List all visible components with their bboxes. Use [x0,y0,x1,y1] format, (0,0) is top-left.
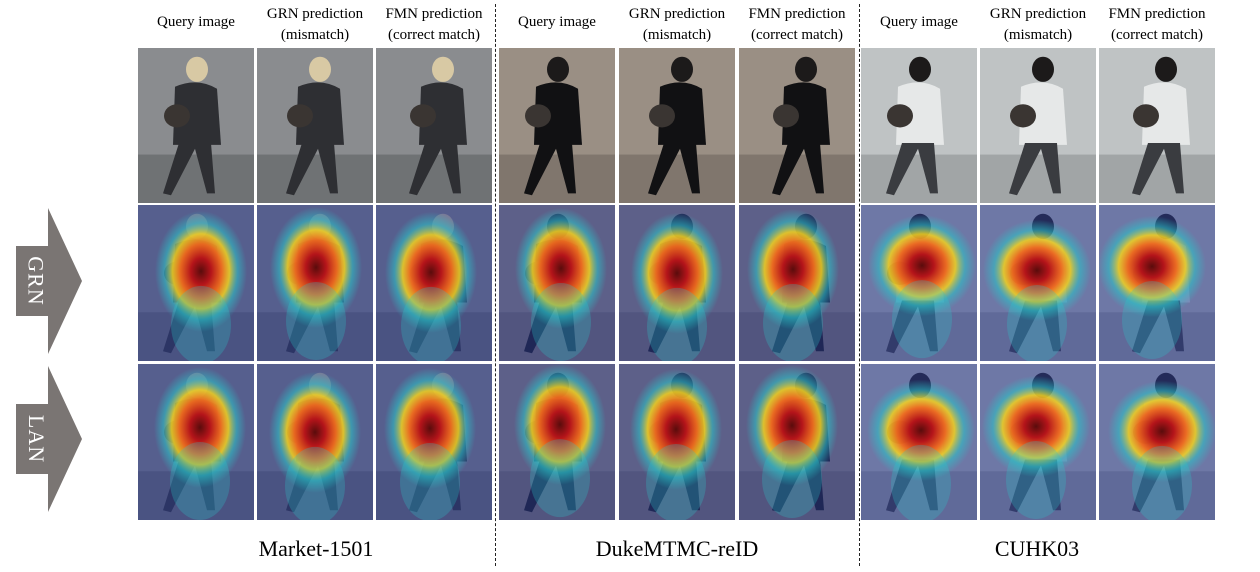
person-image [619,48,735,203]
column-header: Query image [137,12,255,33]
row-label-text: GRN [24,256,50,306]
person-image [376,48,492,203]
person-image [739,48,855,203]
column-header-line: (mismatch) [280,27,350,43]
column-header-line: (correct match) [1110,27,1204,43]
attention-heatmap [376,364,492,520]
column-header-line: (correct match) [387,27,481,43]
attention-heatmap [376,205,492,361]
column-header: FMN prediction (correct match) [375,4,493,46]
column-header-line: Query image [518,14,596,30]
attention-heatmap [739,364,855,520]
column-header-line: FMN prediction [1108,6,1206,22]
attention-heatmap [980,205,1096,361]
attention-heatmap [1099,205,1215,361]
column-header: FMN prediction (correct match) [1098,4,1216,46]
attention-heatmap [861,205,977,361]
column-header-line: GRN prediction [266,6,364,22]
attention-heatmap [1099,364,1215,520]
column-header-line: Query image [157,14,235,30]
column-header: Query image [498,12,616,33]
attention-heatmap [138,205,254,361]
row-label-text: LAN [24,414,49,464]
dataset-divider [859,4,860,566]
row-label-1: LAN [16,366,82,512]
attention-heatmap [739,205,855,361]
dataset-label: Market-1501 [258,536,374,561]
column-header-line: GRN prediction [989,6,1087,22]
dataset-label: CUHK03 [994,536,1080,561]
dataset-divider [495,4,496,566]
column-header-line: FMN prediction [748,6,846,22]
column-header-line: GRN prediction [628,6,726,22]
attention-heatmap [257,205,373,361]
person-image [138,48,254,203]
person-image [1099,48,1215,203]
dataset-label: DukeMTMC-reID [595,536,759,561]
column-header: GRN prediction (mismatch) [618,4,736,46]
column-header: GRN prediction (mismatch) [979,4,1097,46]
row-arrow-icon [16,208,82,354]
row-label-0: GRN [16,208,82,354]
column-header-line: (correct match) [750,27,844,43]
person-image [499,48,615,203]
column-header-line: (mismatch) [642,27,712,43]
attention-heatmap [861,364,977,520]
attention-heatmap [138,364,254,520]
column-header-line: FMN prediction [385,6,483,22]
column-header: GRN prediction (mismatch) [256,4,374,46]
attention-heatmap [257,364,373,520]
column-header-line: (mismatch) [1003,27,1073,43]
attention-heatmap [619,364,735,520]
column-header: Query image [860,12,978,33]
person-image [980,48,1096,203]
column-header: FMN prediction (correct match) [738,4,856,46]
row-arrow-icon [16,366,82,512]
attention-heatmap [499,205,615,361]
column-header-line: Query image [880,14,958,30]
attention-heatmap [980,364,1096,520]
attention-heatmap [499,364,615,520]
attention-heatmap [619,205,735,361]
person-image [861,48,977,203]
person-image [257,48,373,203]
